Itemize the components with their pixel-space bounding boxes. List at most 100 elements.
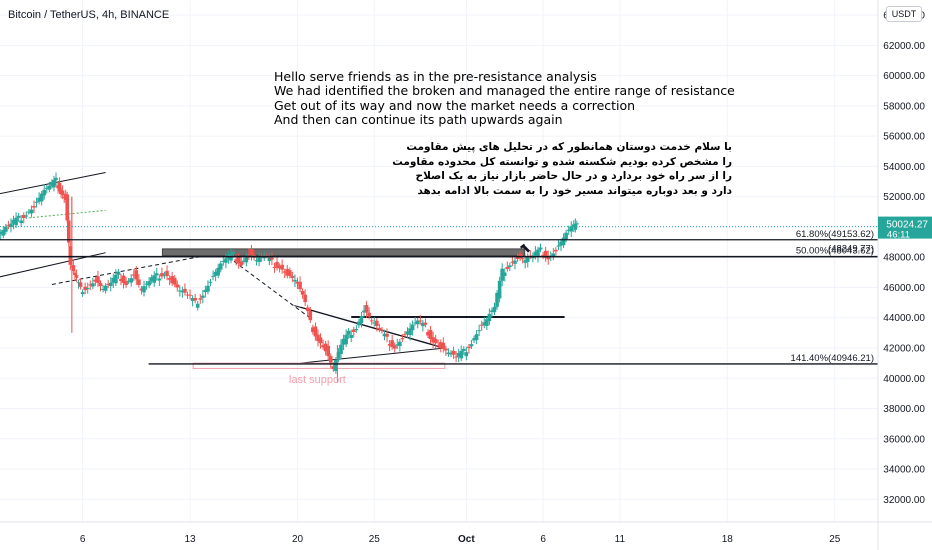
candle-body — [71, 265, 76, 272]
candle-body — [19, 220, 23, 224]
candle-body — [303, 294, 307, 303]
price-tick-label: 40000.00 — [883, 374, 925, 385]
candle-body — [569, 226, 574, 232]
candle-body — [472, 338, 476, 341]
candle-body — [482, 322, 487, 326]
candle-body — [162, 274, 167, 276]
candle-body — [16, 215, 21, 218]
price-tick-label: 48000.00 — [883, 253, 925, 264]
candle-body — [257, 257, 261, 263]
candle-body — [541, 254, 545, 257]
candle-body — [395, 344, 400, 346]
candle-body — [254, 260, 259, 262]
candle-body — [180, 290, 185, 293]
candle-body — [438, 342, 443, 349]
candle-body — [131, 274, 136, 276]
candle-body — [126, 280, 131, 282]
price-tick-label: 36000.00 — [883, 434, 925, 445]
candle-body — [551, 253, 556, 258]
time-tick-label: 25 — [369, 534, 381, 545]
candle-body — [331, 366, 336, 370]
price-tick-label: 44000.00 — [883, 313, 925, 324]
candle-body — [144, 283, 149, 285]
price-tick-label: 32000.00 — [883, 495, 925, 506]
candle-body — [554, 249, 558, 252]
candle-body — [114, 274, 118, 284]
candle-body — [477, 330, 481, 332]
candle-body — [172, 277, 177, 285]
candle-body — [410, 324, 415, 331]
candle-body — [121, 275, 126, 284]
candle-body — [533, 251, 538, 256]
time-tick-label: 6 — [540, 534, 546, 545]
candle-body — [559, 241, 563, 246]
candle-body — [80, 292, 85, 295]
price-tick-label: 34000.00 — [883, 465, 925, 476]
candle-body — [408, 328, 412, 335]
candle-body — [520, 258, 525, 260]
candle-body — [392, 345, 397, 349]
annotation-persian: با سلام خدمت دوستان همانطور که در تحلیل … — [392, 140, 732, 198]
candle-body — [364, 305, 369, 313]
candle-body — [451, 350, 456, 355]
candle-body — [270, 257, 274, 260]
candle-body — [454, 356, 458, 358]
candle-body — [101, 288, 105, 290]
support-zone — [192, 362, 446, 369]
candle-body — [88, 284, 93, 286]
candle-body — [11, 219, 16, 224]
time-tick-label: 11 — [615, 534, 626, 545]
candle-body — [513, 260, 517, 264]
candle-body — [198, 298, 203, 300]
candle-body — [344, 334, 348, 345]
candle-body — [449, 352, 453, 355]
time-tick-label: 20 — [292, 534, 304, 545]
candle-body — [236, 255, 241, 264]
candle-body — [293, 279, 297, 282]
candle-body — [108, 282, 113, 286]
candle-body — [57, 182, 62, 192]
candle-body — [157, 278, 162, 281]
candle-body — [487, 313, 492, 322]
candle-body — [160, 273, 164, 277]
candle-body — [76, 282, 81, 284]
dashed-line — [228, 256, 311, 319]
candle-body — [444, 348, 448, 351]
price-axis[interactable]: 32000.00 34000.00 36000.00 38000.00 40000.00… — [877, 0, 925, 550]
candle-body — [224, 258, 228, 263]
candle-body — [323, 343, 328, 352]
candle-body — [60, 190, 65, 195]
candle-body — [277, 266, 282, 269]
candle-body — [193, 297, 197, 301]
candle-body — [203, 289, 208, 293]
price-tick-label: 52000.00 — [883, 192, 925, 203]
annotation-line: را از سر راه خود بردارد و در حال حاضر با… — [415, 170, 732, 182]
fib-level-label: 50.00%(48043.62) — [796, 246, 874, 257]
candle-body — [27, 211, 31, 213]
candle-body — [543, 250, 548, 258]
fibonacci-levels: 61.80%(49153.62) 50.00%(48043.62) 141.40%(… — [0, 229, 878, 365]
time-tick-label: 6 — [80, 534, 86, 545]
candle-body — [116, 271, 121, 275]
currency-button[interactable]: USDT — [886, 6, 922, 22]
time-tick-label: 18 — [722, 534, 734, 545]
candle-body — [78, 282, 83, 287]
annotation-line: Hello serve friends as in the pre-resist… — [274, 69, 597, 84]
candle-body — [9, 223, 13, 227]
candle-body — [377, 327, 382, 330]
triangle-line — [300, 347, 445, 364]
candle-body — [265, 255, 269, 257]
candle-body — [349, 334, 354, 339]
candle-body — [382, 333, 387, 337]
candle-body — [24, 215, 29, 217]
candle-body — [66, 220, 71, 243]
time-tick-label: 25 — [829, 534, 841, 545]
candle-body — [308, 311, 313, 321]
candle-body — [546, 256, 551, 260]
fib-level-label: 141.40%(40946.21) — [791, 353, 874, 364]
time-axis[interactable]: 6 13 20 25 Oct 6 11 18 25 — [0, 521, 932, 545]
candle-body — [421, 322, 425, 327]
candle-body — [137, 279, 141, 285]
candle-body — [1, 229, 6, 236]
